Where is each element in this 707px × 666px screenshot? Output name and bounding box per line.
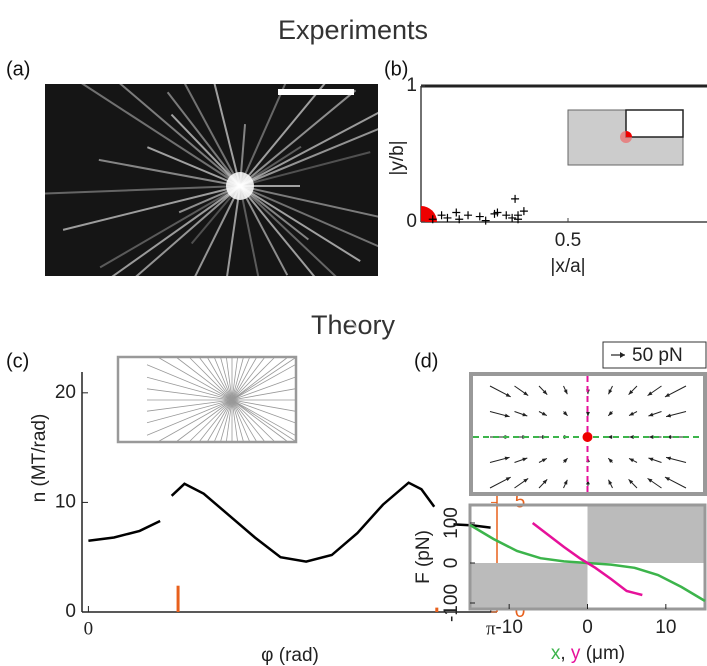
x-tick-label: 0.5 <box>555 230 581 251</box>
bar <box>435 608 438 612</box>
x-tick-label: 0 <box>84 618 94 639</box>
y-tick-label: 0 <box>406 211 417 232</box>
photo-clip-frame <box>38 276 384 306</box>
vector-field <box>471 374 705 494</box>
center-dot <box>583 432 593 442</box>
point <box>520 207 528 215</box>
figure: Experiments Theory (a) (b) (c) (d) 50 pN… <box>0 0 707 666</box>
y-tick-label: -100 <box>441 584 462 622</box>
photo-clip-frame <box>38 78 45 278</box>
point <box>482 217 490 225</box>
chart: 010.51|x/a||y/b| <box>387 75 707 277</box>
point <box>476 213 484 221</box>
panel-label: (c) <box>6 350 29 372</box>
y-axis-label: F (pN) <box>413 530 434 584</box>
shade <box>470 563 588 609</box>
inset-quadrant <box>626 110 683 137</box>
point <box>511 195 519 203</box>
x-axis-label-part: x <box>551 643 561 664</box>
y-axis-label: |y/b| <box>387 140 408 175</box>
micrograph <box>23 27 433 356</box>
x-tick-label: 0 <box>582 617 593 638</box>
aster-center <box>226 172 254 200</box>
y-tick-label: 0 <box>441 558 462 569</box>
scale-legend: 50 pN <box>603 342 706 368</box>
y-tick-label: 1 <box>406 75 417 96</box>
heading: Experiments <box>278 15 428 45</box>
inset <box>118 357 296 442</box>
y-tick-label: 20 <box>55 382 76 403</box>
x-axis-label: x, y (μm) <box>551 643 625 664</box>
y-tick-label: 0 <box>65 601 76 622</box>
bar <box>177 586 180 612</box>
panel-label: (b) <box>384 58 408 80</box>
x-axis-label: φ (rad) <box>261 645 319 666</box>
x-axis-label-part: , <box>560 643 571 664</box>
y-tick-label: 100 <box>441 507 462 539</box>
x-axis-label-part: (μm) <box>580 643 625 664</box>
x-axis-label: |x/a| <box>550 256 585 277</box>
legend-label: 50 pN <box>632 345 683 366</box>
y-axis-label: n (MT/rad) <box>29 414 50 503</box>
panel-label: (a) <box>6 58 30 80</box>
shade <box>588 505 706 563</box>
panel-label: (d) <box>414 350 438 372</box>
y-tick-label: 10 <box>55 491 76 512</box>
photo-clip-frame <box>378 84 384 276</box>
x-tick-label: 10 <box>655 617 676 638</box>
x-tick-label: -10 <box>495 617 522 638</box>
point <box>464 211 472 219</box>
x-axis-label-part: y <box>571 643 581 664</box>
